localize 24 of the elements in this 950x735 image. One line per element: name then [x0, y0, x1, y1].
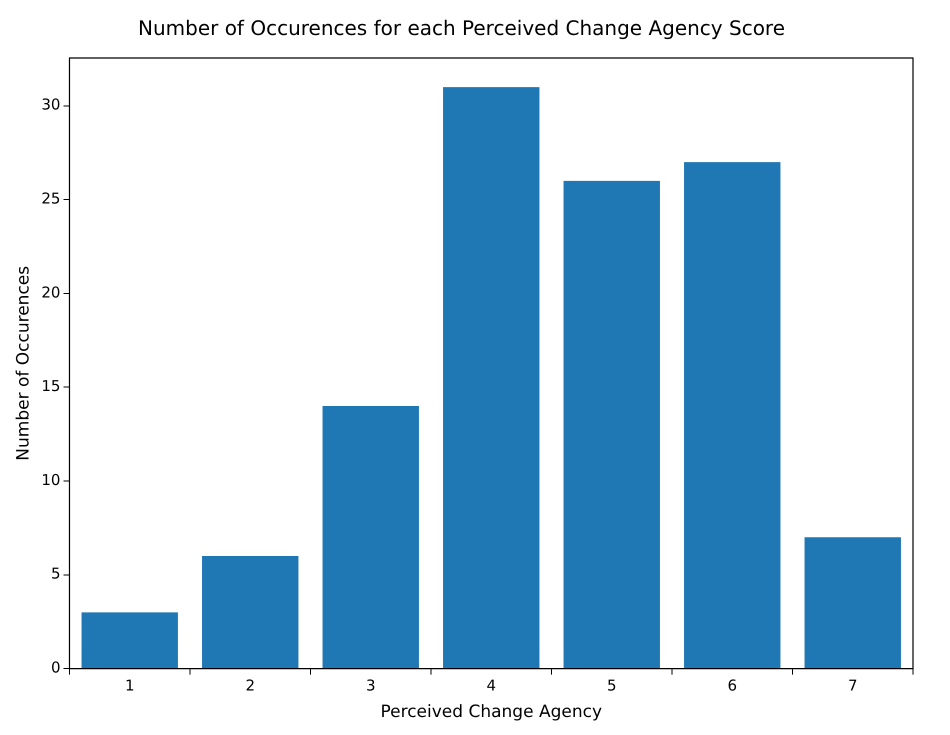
bar — [443, 87, 540, 668]
y-tick-label: 30 — [41, 96, 60, 114]
y-axis-title: Number of Occurences — [14, 266, 34, 461]
y-tick-label: 15 — [41, 377, 60, 396]
x-tick-label: 6 — [727, 676, 738, 694]
bar — [82, 612, 178, 668]
x-axis-title: Perceived Change Agency — [380, 702, 602, 722]
bar — [684, 162, 780, 668]
bar — [322, 406, 419, 668]
chart-title: Number of Occurences for each Perceived Change Agency Score — [138, 16, 786, 40]
x-tick-label: 7 — [848, 676, 858, 694]
y-tick-label: 10 — [41, 470, 60, 489]
x-tick-label: 2 — [245, 676, 256, 694]
y-tick-label: 25 — [41, 190, 60, 208]
x-tick-label: 5 — [606, 676, 617, 694]
y-tick-label: 0 — [50, 658, 60, 676]
x-tick-label: 3 — [366, 676, 376, 694]
bar — [564, 180, 660, 668]
bar — [804, 537, 901, 668]
bar — [202, 556, 298, 668]
y-tick-label: 5 — [50, 564, 60, 583]
x-tick-label: 1 — [124, 676, 135, 694]
x-tick-label: 4 — [486, 676, 496, 694]
y-tick-label: 20 — [41, 283, 60, 302]
